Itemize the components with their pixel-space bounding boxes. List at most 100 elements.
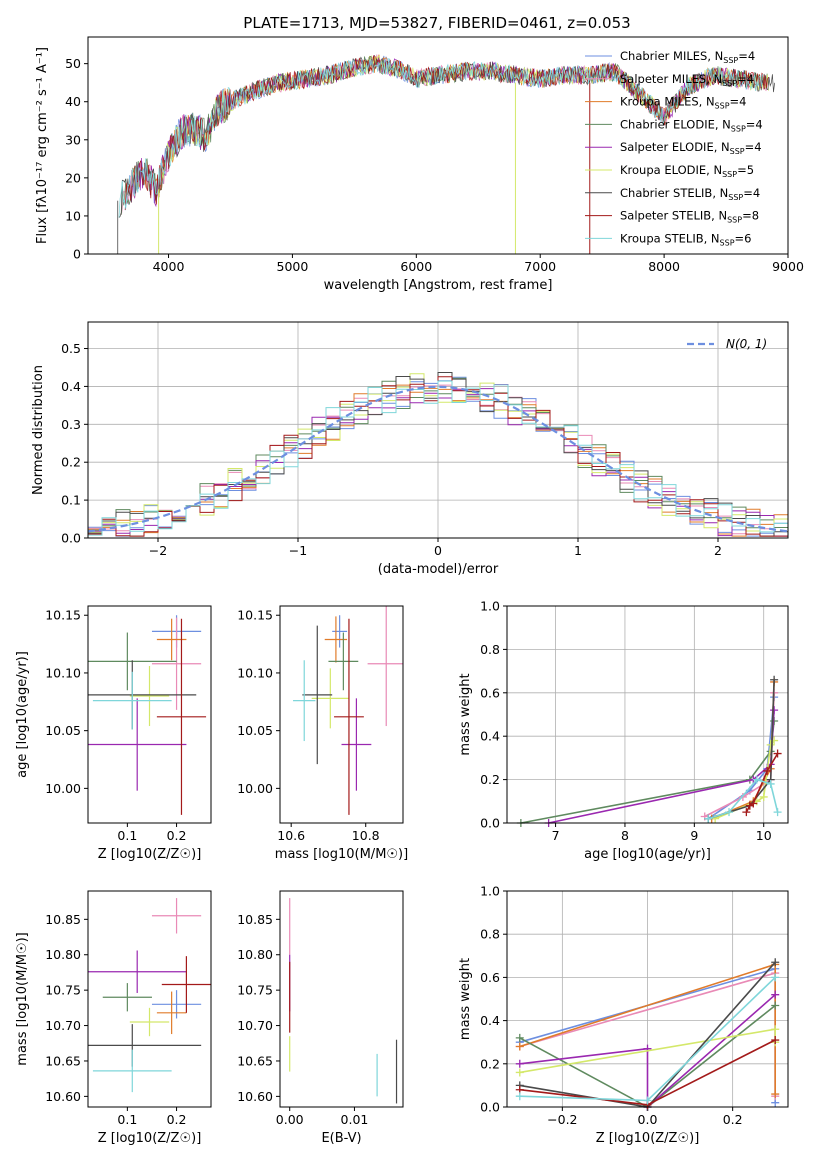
y-tick-label: 10.10 <box>45 665 81 680</box>
x-tick-label: 0 <box>434 543 442 558</box>
x-tick-label: 0.2 <box>167 1112 187 1127</box>
legend-label: Chabrier ELODIE, NSSP=4 <box>620 117 763 133</box>
panel-residuals: −2 −1 0 1 2 0.0 0.1 0.2 0.3 0.4 0.5 (data-model)/er… <box>31 321 789 577</box>
legend-label: N(0, 1) <box>726 337 767 351</box>
weight-marker <box>771 1090 780 1099</box>
y-tick-label: 10.60 <box>237 1089 273 1104</box>
y-tick-label: 10.70 <box>45 1018 81 1033</box>
x-tick-label: 9000 <box>772 259 804 274</box>
weight-marker <box>749 799 758 808</box>
legend-label: Salpeter MILES, NSSP=4 <box>620 72 754 88</box>
x-axis-label: wavelength [Angstrom, rest frame] <box>324 278 553 293</box>
y-tick-label: 10.85 <box>237 912 273 927</box>
y-axis-label: mass [log10(M/M☉)] <box>15 932 30 1065</box>
legend-label: Kroupa MILES, NSSP=4 <box>620 95 746 111</box>
panel-age_vs_mass: 10.6 10.8 10.00 10.05 10.10 10.15 mass [log10(… <box>237 605 408 862</box>
x-tick-label: 0.2 <box>167 828 187 843</box>
weight-marker <box>771 1001 780 1010</box>
y-tick-label: 10.15 <box>45 608 81 623</box>
x-tick-label: 5000 <box>277 259 309 274</box>
y-tick-label: 0.5 <box>61 341 81 356</box>
y-tick-label: 10.00 <box>237 781 273 796</box>
y-tick-label: 0.1 <box>61 493 81 508</box>
y-tick-label: 0.3 <box>61 417 81 432</box>
legend-label: Salpeter STELIB, NSSP=8 <box>620 209 759 225</box>
histograms <box>88 372 788 537</box>
y-tick-label: 10.15 <box>237 608 273 623</box>
y-tick-label: 0.0 <box>480 1100 500 1115</box>
y-tick-label: 10.05 <box>45 723 81 738</box>
x-axis-label: Z [log10(Z/Z☉)] <box>596 1131 700 1146</box>
x-tick-label: 9 <box>690 828 698 843</box>
weight-marker <box>515 1059 524 1068</box>
y-tick-label: 10.65 <box>237 1053 273 1068</box>
weight-marker <box>759 792 768 801</box>
x-axis-label: age [log10(age/yr)] <box>584 847 711 862</box>
y-tick-label: 0.2 <box>480 772 500 787</box>
y-tick-label: 10.75 <box>237 983 273 998</box>
x-tick-label: 8 <box>621 828 629 843</box>
weight-marker <box>515 1092 524 1101</box>
y-tick-label: 10.85 <box>45 912 81 927</box>
weight-marker <box>771 958 780 967</box>
errorbars <box>293 606 403 815</box>
figure-title: PLATE=1713, MJD=53827, FIBERID=0461, z=0… <box>243 14 630 32</box>
legend-label: Chabrier MILES, NSSP=4 <box>620 49 755 65</box>
x-tick-label: 0.01 <box>341 1112 369 1127</box>
y-tick-label: 0.0 <box>61 531 81 546</box>
y-tick-label: 0.6 <box>480 685 500 700</box>
weight-marker <box>515 1042 524 1051</box>
weight-marker <box>766 740 775 749</box>
x-tick-label: 7000 <box>524 259 556 274</box>
axes-frame <box>87 36 789 255</box>
weight-marker <box>773 749 782 758</box>
spectrum-line-kroupa-miles <box>131 54 763 203</box>
weight-marker <box>771 973 780 982</box>
x-tick-label: 10.6 <box>277 828 305 843</box>
x-tick-label: 0.1 <box>117 1112 137 1127</box>
y-tick-label: 30 <box>65 132 81 147</box>
x-axis-label: Z [log10(Z/Z☉)] <box>98 1131 202 1146</box>
y-tick-label: 0.0 <box>480 816 500 831</box>
errorbars <box>289 898 398 1104</box>
weight-lines <box>516 675 782 827</box>
weight-marker <box>515 1033 524 1042</box>
y-tick-label: 10.80 <box>237 947 273 962</box>
axes-frame <box>87 321 789 539</box>
y-tick-label: 40 <box>65 94 81 109</box>
x-tick-label: 0.2 <box>723 1112 743 1127</box>
panel-weight_vs_Z: −0.2 0.0 0.2 0.0 0.2 0.4 0.6 0.8 1.0 Z [log10(Z/Z… <box>458 884 789 1146</box>
y-axis-label: mass weight <box>458 958 473 1040</box>
x-tick-label: 6000 <box>400 259 432 274</box>
x-axis-label: Z [log10(Z/Z☉)] <box>98 847 202 862</box>
normal-curve <box>88 385 788 533</box>
x-axis-label: E(B-V) <box>321 1131 361 1146</box>
y-tick-label: 10.75 <box>45 983 81 998</box>
x-tick-label: 10 <box>756 828 772 843</box>
x-axis-label: (data-model)/error <box>378 562 499 577</box>
x-tick-label: −2 <box>149 543 167 558</box>
y-tick-label: 1.0 <box>480 884 500 899</box>
y-tick-label: 10.05 <box>237 723 273 738</box>
y-tick-label: 10.10 <box>237 665 273 680</box>
legend-label: Salpeter ELODIE, NSSP=4 <box>620 140 762 156</box>
y-tick-label: 0.2 <box>480 1056 500 1071</box>
weight-marker <box>771 1036 780 1045</box>
x-axis-label: mass [log10(M/M☉)] <box>275 847 408 862</box>
y-tick-label: 0.8 <box>480 642 500 657</box>
x-tick-label: 10.8 <box>352 828 380 843</box>
weight-marker <box>725 808 734 817</box>
panel-mass_vs_Z: 0.1 0.2 10.60 10.65 10.70 10.75 10.80 10.85 Z [l… <box>15 890 212 1146</box>
y-tick-label: 10.70 <box>237 1018 273 1033</box>
axes-frame <box>87 605 212 824</box>
weight-marker <box>770 675 779 684</box>
panel-age_vs_Z: 0.1 0.2 10.00 10.05 10.10 10.15 Z [log10(Z/Z☉)… <box>15 605 212 862</box>
y-tick-label: 20 <box>65 170 81 185</box>
panel-spectrum: 4000 5000 6000 7000 8000 9000 0 10 20 30 40 50 wavel… <box>35 36 804 293</box>
y-tick-label: 0.4 <box>480 729 500 744</box>
x-tick-label: 7 <box>552 828 560 843</box>
legend-label: Kroupa STELIB, NSSP=6 <box>620 231 751 247</box>
x-tick-label: 0.0 <box>638 1112 658 1127</box>
axes-frame <box>506 605 789 824</box>
